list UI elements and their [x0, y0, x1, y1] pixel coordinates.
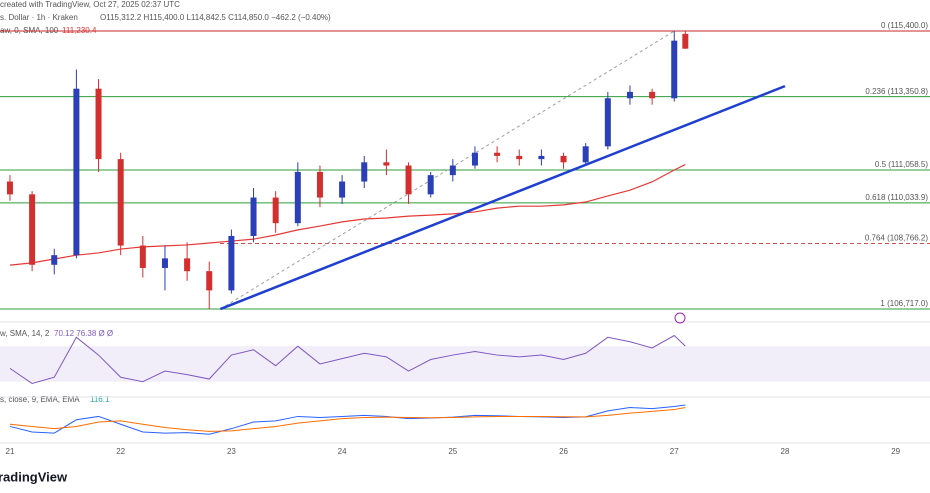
x-tick-label: 25	[448, 447, 457, 456]
line	[9, 164, 686, 266]
x-tick-label: 29	[891, 447, 900, 456]
candle-body	[361, 162, 368, 182]
x-tick-label: 26	[559, 447, 568, 456]
candle-body	[671, 40, 678, 99]
rsi-values: 70.12 76.38 Ø Ø	[54, 329, 113, 338]
candle-body	[604, 98, 611, 147]
x-tick-label: 22	[116, 447, 125, 456]
candle-body	[117, 159, 124, 246]
fib-label: 0.236 (113,350.8)	[865, 87, 928, 96]
candle-body	[516, 155, 523, 160]
x-tick-label: 24	[338, 447, 347, 456]
x-tick-label: 28	[781, 447, 790, 456]
trendline	[219, 84, 786, 311]
candle-body	[471, 152, 478, 166]
rsi-title: w, SMA, 14, 2	[0, 329, 50, 338]
candle-body	[649, 91, 656, 99]
candle-body	[184, 258, 191, 272]
x-tick-label: 21	[6, 447, 15, 456]
candle-body	[316, 171, 323, 198]
candle-body	[582, 146, 589, 163]
ohlc: O115,312.2 H115,400.0 L114,842.5 C114,85…	[100, 13, 331, 22]
candle-body	[405, 165, 412, 195]
candle-body	[560, 155, 567, 163]
fib-label: 1 (106,717.0)	[880, 299, 928, 308]
credit: created with TradingView, Oct 27, 2025 0…	[0, 0, 180, 9]
x-tick-label: 23	[227, 447, 236, 456]
candle-body	[206, 271, 213, 291]
macd-hist: 116.1	[90, 395, 110, 404]
candle-body	[161, 258, 168, 268]
candle-body	[228, 235, 235, 291]
candle-body	[6, 181, 13, 195]
candle-body	[29, 194, 36, 265]
fib-label: 0.5 (111,058.5)	[875, 160, 928, 169]
candle-body	[682, 33, 689, 49]
candle-body	[272, 197, 279, 224]
candle-body	[73, 88, 80, 256]
candle-body	[427, 175, 434, 195]
candle-body	[139, 245, 146, 268]
candle-body	[51, 255, 58, 265]
line	[9, 334, 686, 385]
candle-body	[494, 152, 501, 156]
macd-title: s, close, 9, EMA, EMA	[0, 395, 80, 404]
candle-body	[339, 181, 346, 198]
rsi-band	[0, 346, 930, 382]
candle-body	[449, 165, 456, 176]
candle-body	[383, 162, 390, 166]
footer-logo: radingView	[0, 469, 68, 484]
line	[9, 407, 686, 432]
symbol: s. Dollar · 1h · Kraken	[0, 13, 78, 22]
fib-label: 0.618 (110,033.9)	[865, 193, 928, 202]
x-tick-label: 27	[670, 447, 679, 456]
candle-body	[626, 91, 633, 99]
fib-label: 0.764 (108,766.2)	[865, 234, 928, 243]
event-icon	[674, 312, 686, 324]
candle-body	[538, 155, 545, 160]
candle-body	[95, 88, 102, 160]
candle-body	[250, 197, 257, 236]
fib-diagonal	[220, 30, 675, 310]
candle-body	[294, 171, 301, 224]
fib-label: 0 (115,400.0)	[881, 21, 928, 30]
